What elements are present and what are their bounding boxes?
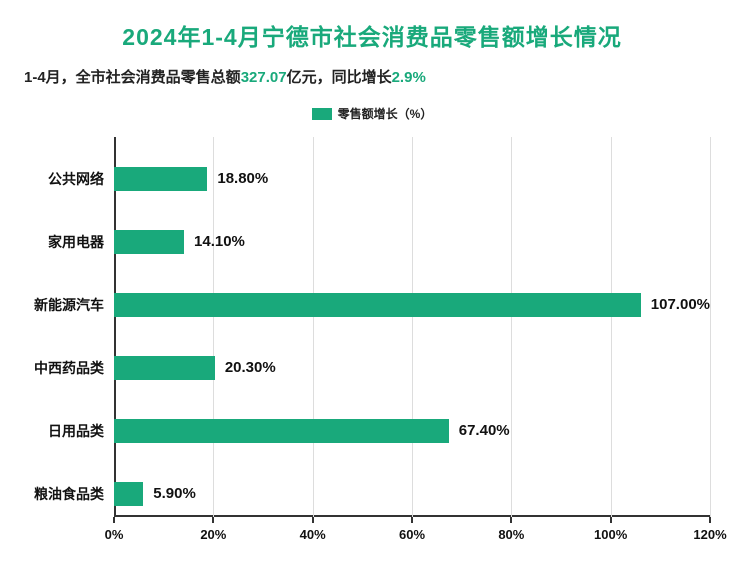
value-label: 5.90% [153, 485, 196, 502]
x-tick-mark [510, 517, 512, 523]
value-label: 20.30% [225, 359, 276, 376]
plot-region: 18.80% 14.10% 107.00% 20.30% 67.40% 5.90% [114, 137, 710, 517]
category-label: 公共网络 [24, 169, 104, 189]
bar [114, 293, 641, 317]
bar-row: 67.40% [114, 419, 710, 443]
chart-subtitle: 1-4月，全市社会消费品零售总额327.07亿元，同比增长2.9% [24, 66, 720, 87]
bar [114, 167, 207, 191]
grid-line [611, 137, 612, 517]
chart-area: 18.80% 14.10% 107.00% 20.30% 67.40% 5.90% 0% 2… [24, 137, 720, 557]
grid-line [710, 137, 711, 517]
bar [114, 230, 184, 254]
x-tick-mark [709, 517, 711, 523]
grid-line [511, 137, 512, 517]
category-label: 日用品类 [24, 421, 104, 441]
bar [114, 482, 143, 506]
bar [114, 419, 449, 443]
value-label: 14.10% [194, 233, 245, 250]
bar [114, 356, 215, 380]
legend-swatch [312, 108, 332, 120]
legend: 零售额增长（%） [24, 105, 720, 125]
grid-line [313, 137, 314, 517]
chart-title: 2024年1-4月宁德市社会消费品零售额增长情况 [24, 18, 720, 52]
x-tick-label: 0% [105, 527, 124, 542]
chart-container: 2024年1-4月宁德市社会消费品零售额增长情况 1-4月，全市社会消费品零售总… [0, 0, 744, 586]
x-tick-mark [113, 517, 115, 523]
x-tick-mark [610, 517, 612, 523]
y-axis [114, 137, 116, 517]
x-tick-label: 100% [594, 527, 627, 542]
x-tick-label: 40% [300, 527, 326, 542]
x-tick-label: 60% [399, 527, 425, 542]
legend-item: 零售额增长（%） [312, 105, 433, 122]
x-tick-mark [312, 517, 314, 523]
bar-row: 20.30% [114, 356, 710, 380]
x-tick-label: 120% [693, 527, 726, 542]
x-tick-label: 80% [498, 527, 524, 542]
x-tick-mark [212, 517, 214, 523]
category-label: 新能源汽车 [24, 295, 104, 315]
subtitle-prefix: 1-4月，全市社会消费品零售总额 [24, 69, 241, 86]
category-label: 家用电器 [24, 232, 104, 252]
bar-row: 107.00% [114, 293, 710, 317]
bar-row: 5.90% [114, 482, 710, 506]
value-label: 107.00% [651, 296, 710, 313]
value-label: 67.40% [459, 422, 510, 439]
category-label: 中西药品类 [24, 358, 104, 378]
grid-line [213, 137, 214, 517]
subtitle-mid: 亿元，同比增长 [287, 69, 392, 86]
x-tick-mark [411, 517, 413, 523]
x-ticks: 0%20%40%60%80%100%120% [114, 517, 710, 557]
grid-line [412, 137, 413, 517]
legend-label: 零售额增长（%） [338, 105, 433, 122]
subtitle-value-1: 327.07 [241, 69, 287, 86]
bar-row: 14.10% [114, 230, 710, 254]
subtitle-value-2: 2.9% [392, 69, 426, 86]
x-tick-label: 20% [200, 527, 226, 542]
bar-row: 18.80% [114, 167, 710, 191]
category-label: 粮油食品类 [24, 484, 104, 504]
value-label: 18.80% [217, 170, 268, 187]
